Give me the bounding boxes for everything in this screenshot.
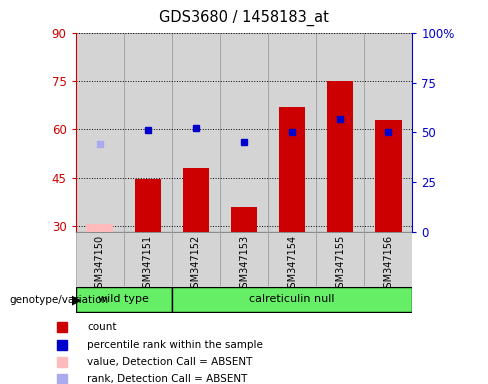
Bar xyxy=(76,287,172,312)
Text: GSM347156: GSM347156 xyxy=(383,235,393,294)
Text: GSM347152: GSM347152 xyxy=(191,235,201,294)
Bar xyxy=(375,119,402,232)
Text: count: count xyxy=(87,322,117,332)
Bar xyxy=(220,232,268,286)
Bar xyxy=(231,207,257,232)
Bar xyxy=(279,107,305,232)
Bar xyxy=(172,287,412,312)
Text: GSM347154: GSM347154 xyxy=(287,235,297,294)
Text: ▶: ▶ xyxy=(72,293,82,306)
Bar xyxy=(135,179,161,232)
Text: GSM347153: GSM347153 xyxy=(239,235,249,294)
Bar xyxy=(364,232,412,286)
Bar xyxy=(124,232,172,286)
Text: GSM347151: GSM347151 xyxy=(143,235,153,294)
Bar xyxy=(268,232,316,286)
Bar xyxy=(86,224,113,232)
Bar xyxy=(220,33,268,232)
Text: GDS3680 / 1458183_at: GDS3680 / 1458183_at xyxy=(159,10,329,26)
Text: percentile rank within the sample: percentile rank within the sample xyxy=(87,339,264,349)
Text: rank, Detection Call = ABSENT: rank, Detection Call = ABSENT xyxy=(87,374,248,384)
Bar xyxy=(316,232,364,286)
Bar xyxy=(364,33,412,232)
Bar xyxy=(172,232,220,286)
Bar xyxy=(76,33,124,232)
Bar xyxy=(76,232,124,286)
Text: wild type: wild type xyxy=(98,294,149,304)
Text: value, Detection Call = ABSENT: value, Detection Call = ABSENT xyxy=(87,357,253,367)
Bar xyxy=(172,33,220,232)
Text: GSM347150: GSM347150 xyxy=(95,235,105,294)
Bar xyxy=(268,33,316,232)
Text: calreticulin null: calreticulin null xyxy=(249,294,335,304)
Bar xyxy=(124,33,172,232)
Bar xyxy=(327,81,353,232)
Text: genotype/variation: genotype/variation xyxy=(10,295,109,305)
Bar xyxy=(183,168,209,232)
Text: GSM347155: GSM347155 xyxy=(335,235,345,294)
Bar xyxy=(316,33,364,232)
